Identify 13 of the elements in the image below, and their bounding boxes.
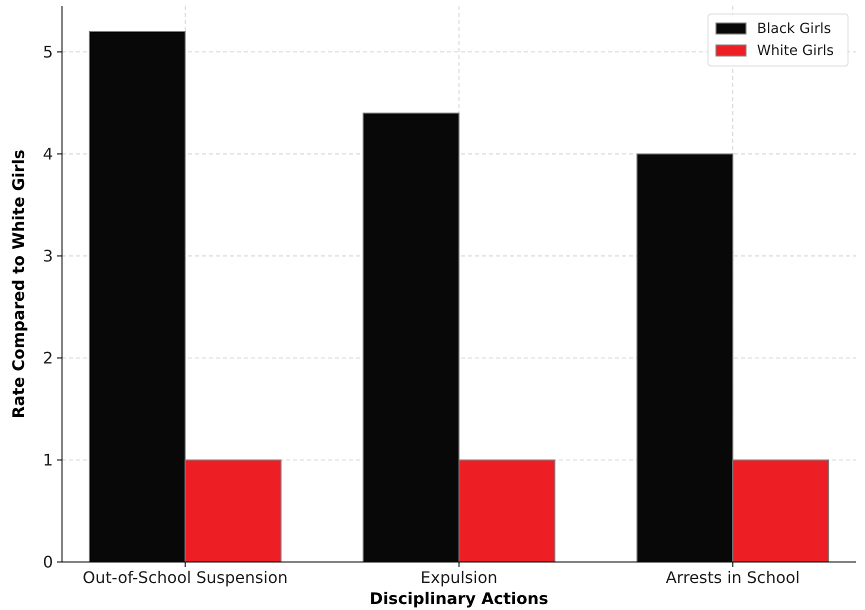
y-axis-title: Rate Compared to White Girls bbox=[9, 150, 28, 418]
x-tick-label: Out-of-School Suspension bbox=[82, 568, 288, 587]
y-tick-label: 5 bbox=[42, 42, 53, 62]
y-tick-label: 4 bbox=[42, 144, 53, 164]
legend-label: White Girls bbox=[757, 43, 834, 59]
y-tick-label: 0 bbox=[42, 552, 53, 572]
y-tick-label: 1 bbox=[42, 450, 53, 470]
x-axis-title: Disciplinary Actions bbox=[370, 589, 548, 608]
x-tick-label: Arrests in School bbox=[666, 568, 800, 587]
y-tick-label: 2 bbox=[42, 348, 53, 368]
legend-label: Black Girls bbox=[757, 21, 832, 37]
y-tick-label: 3 bbox=[42, 246, 53, 266]
x-tick-label: Expulsion bbox=[420, 568, 498, 587]
